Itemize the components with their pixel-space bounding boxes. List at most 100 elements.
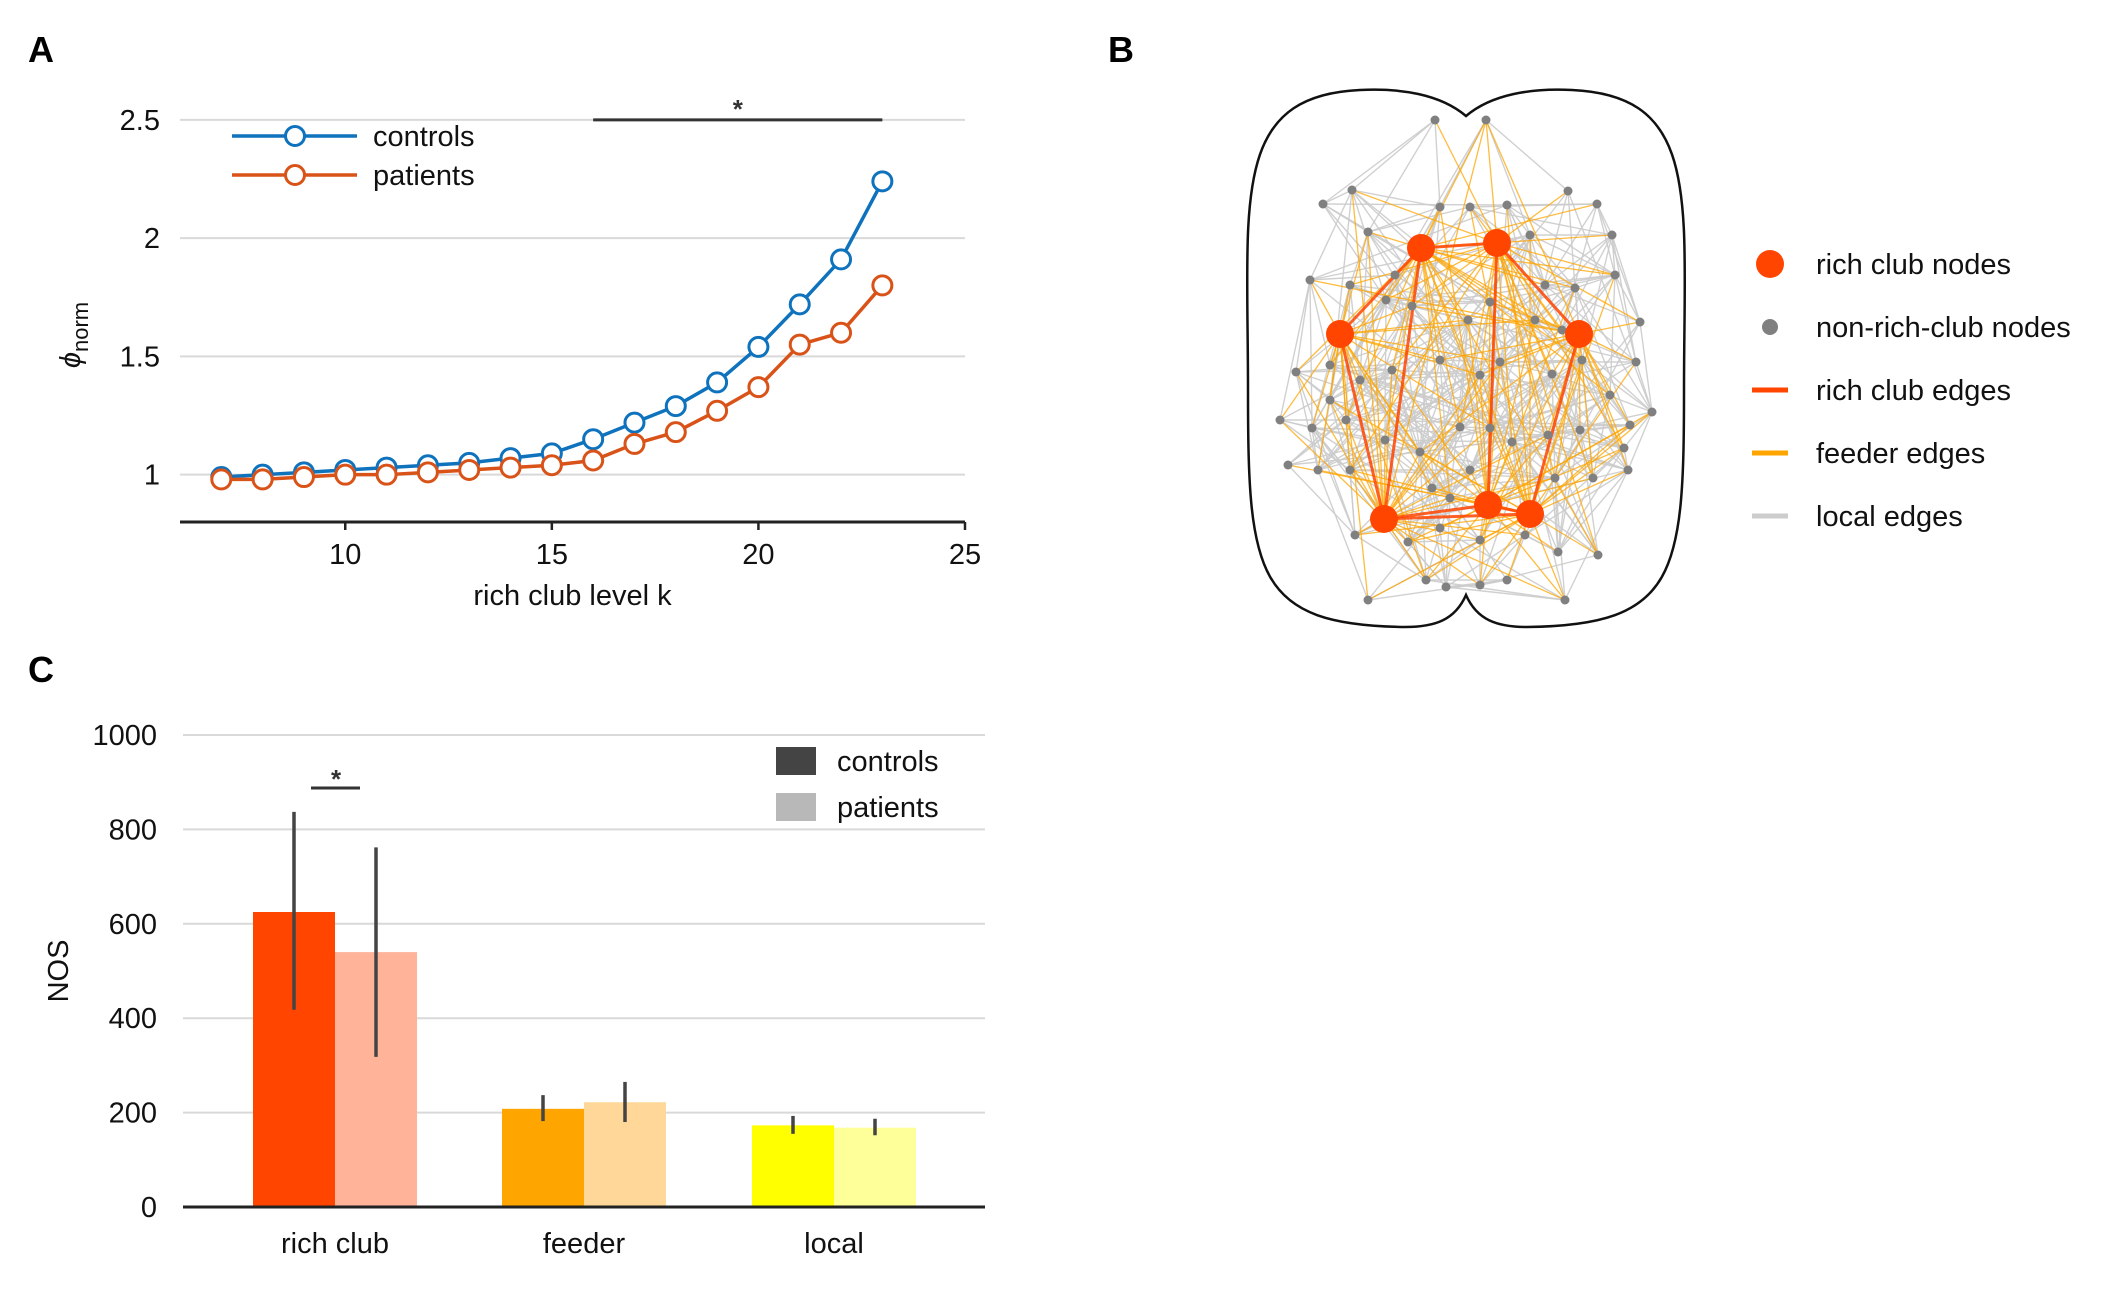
local-edge xyxy=(1317,469,1369,601)
non-rich-club-node xyxy=(1485,423,1495,433)
line-chart-rich-club: 1 1.5 2 2.5 10 15 20 25 * rich club level k ϕn… xyxy=(55,94,981,612)
local-edge xyxy=(1445,534,1526,588)
feeder-edge xyxy=(1420,247,1536,321)
local-edge xyxy=(1485,119,1569,192)
x-tick-label: 20 xyxy=(742,539,774,571)
feeder-edge xyxy=(1420,247,1451,499)
local-edge xyxy=(1459,301,1491,428)
local-edge xyxy=(1349,469,1356,536)
series-patients xyxy=(210,274,894,491)
local-edge xyxy=(1345,374,1481,421)
local-edge xyxy=(1596,203,1641,323)
feeder-edge xyxy=(1339,333,1351,471)
local-edge xyxy=(1317,394,1611,471)
non-rich-club-node xyxy=(1593,550,1603,560)
feeder-edge xyxy=(1485,119,1498,244)
non-rich-club-node xyxy=(1592,199,1602,209)
local-edge xyxy=(1479,534,1526,586)
data-point-patients xyxy=(623,432,646,455)
local-edge xyxy=(1467,319,1481,376)
local-edge xyxy=(1574,274,1616,289)
local-edge xyxy=(1561,274,1616,331)
local-edge xyxy=(1469,206,1576,289)
feeder-edge xyxy=(1529,469,1629,515)
feeder-edge xyxy=(1383,427,1491,520)
local-edge xyxy=(1311,284,1351,429)
feeder-edge xyxy=(1425,513,1531,581)
local-edge xyxy=(1287,419,1347,466)
non-rich-club-node xyxy=(1635,317,1645,327)
rich-club-node xyxy=(1474,491,1502,519)
non-rich-club-node xyxy=(1550,473,1560,483)
y-tick-label: 1 xyxy=(144,460,160,492)
feeder-edge xyxy=(1351,189,1385,520)
legend-label-local-edges: local edges xyxy=(1816,501,1963,533)
non-rich-club-node xyxy=(1495,357,1505,367)
feeder-edge xyxy=(1295,371,1385,520)
local-edge xyxy=(1384,374,1481,441)
non-rich-club-node xyxy=(1363,595,1373,605)
y-tick-label: 0 xyxy=(141,1192,157,1224)
series-line-controls xyxy=(221,180,884,479)
feeder-edge xyxy=(1311,333,1341,429)
local-edge xyxy=(1311,427,1319,471)
local-edge xyxy=(1614,274,1641,323)
non-rich-club-node xyxy=(1435,523,1445,533)
local-edge xyxy=(1581,359,1653,413)
data-point-patients xyxy=(210,468,233,491)
data-point-controls xyxy=(830,248,853,271)
local-edge xyxy=(1529,234,1546,286)
local-edge xyxy=(1411,301,1491,307)
local-edge xyxy=(1574,287,1653,413)
y-tick-label: 800 xyxy=(109,814,157,846)
feeder-edge xyxy=(1339,333,1481,376)
local-edge xyxy=(1554,411,1653,479)
local-edge xyxy=(1295,371,1356,536)
feeder-edge xyxy=(1339,333,1451,499)
y-tick-label: 1000 xyxy=(92,720,157,752)
local-edge xyxy=(1329,399,1461,428)
non-rich-club-node xyxy=(1407,301,1417,311)
non-rich-club-node xyxy=(1607,230,1617,240)
non-rich-club-node xyxy=(1623,465,1633,475)
data-point-patients xyxy=(871,274,894,297)
non-rich-club-node xyxy=(1631,357,1641,367)
local-edge xyxy=(1544,284,1637,363)
non-rich-club-node xyxy=(1588,473,1598,483)
non-rich-club-node xyxy=(1520,530,1530,540)
data-point-patients xyxy=(499,456,522,479)
non-rich-club-node xyxy=(1563,186,1573,196)
local-edge xyxy=(1534,234,1613,321)
local-edge xyxy=(1431,361,1637,489)
non-rich-club-node xyxy=(1341,415,1351,425)
feeder-edge xyxy=(1496,242,1616,276)
feeder-edge xyxy=(1529,359,1583,515)
rich-club-node xyxy=(1326,320,1354,348)
non-rich-club-node xyxy=(1465,465,1475,475)
local-edge xyxy=(1322,203,1387,301)
local-edge xyxy=(1311,369,1393,429)
data-point-patients xyxy=(747,376,770,399)
legend-marker-patients xyxy=(284,164,306,186)
non-rich-club-node xyxy=(1283,460,1293,470)
local-edge xyxy=(1469,427,1491,471)
x-tick-label: 15 xyxy=(536,539,568,571)
feeder-edge xyxy=(1419,333,1580,453)
non-rich-club-node xyxy=(1507,437,1517,447)
local-edge xyxy=(1506,203,1598,206)
feeder-edge xyxy=(1479,374,1531,515)
x-tick-label: 25 xyxy=(949,539,981,571)
series-controls xyxy=(210,170,894,489)
local-edge xyxy=(1295,279,1311,373)
local-edge xyxy=(1351,119,1436,191)
non-rich-club-node xyxy=(1305,275,1315,285)
legend-item-patients: patients xyxy=(232,160,475,192)
data-point-patients xyxy=(540,454,563,477)
legend-label-controls: controls xyxy=(373,121,475,153)
feeder-edge xyxy=(1383,518,1566,601)
non-rich-club-node xyxy=(1481,115,1491,125)
diagram-legend: rich club nodes non-rich-club nodes rich… xyxy=(1752,249,2071,533)
data-point-controls xyxy=(871,170,894,193)
feeder-edge xyxy=(1578,333,1581,431)
